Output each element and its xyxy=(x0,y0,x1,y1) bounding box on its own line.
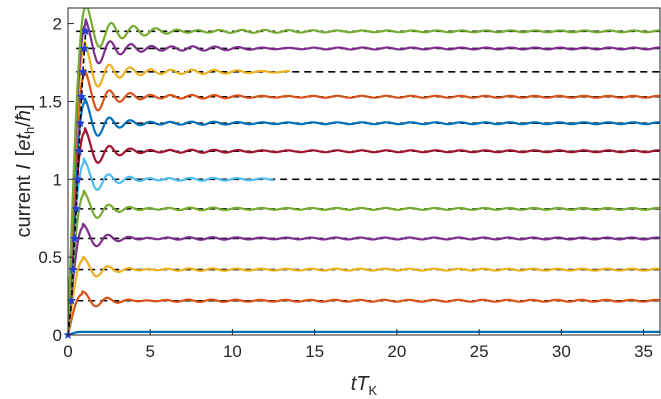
y-tick-label: 2 xyxy=(53,15,62,34)
current-series-line xyxy=(68,290,660,335)
star-marker xyxy=(67,295,77,305)
x-tick-label: 20 xyxy=(387,342,406,361)
star-marker xyxy=(71,204,81,213)
current-series-line xyxy=(68,189,660,335)
star-marker xyxy=(79,43,89,53)
x-tick-label: 15 xyxy=(305,342,324,361)
star-marker xyxy=(78,67,88,76)
current-series-line xyxy=(68,40,291,335)
y-tick-label: 1 xyxy=(53,170,62,189)
y-tick-label: 0.5 xyxy=(38,248,62,267)
star-marker xyxy=(74,146,84,156)
x-tick-label: 25 xyxy=(470,342,489,361)
star-marker xyxy=(81,26,91,36)
y-axis-label: current I[eth/ħ] xyxy=(13,104,37,237)
x-axis-ticks: 0 5 10 15 20 25 30 35 xyxy=(63,329,653,361)
current-series-line xyxy=(68,68,660,335)
marker-group xyxy=(63,26,91,339)
plot-frame xyxy=(67,7,661,336)
x-tick-label: 5 xyxy=(145,342,154,361)
star-marker xyxy=(72,174,83,184)
y-tick-label: 0 xyxy=(53,326,62,345)
y-axis-ticks: 0 0.5 1 1.5 2 xyxy=(38,15,74,345)
current-series-line xyxy=(68,97,660,335)
current-series-line xyxy=(68,157,275,335)
steady-state-reference-lines xyxy=(76,30,660,333)
current-series-line xyxy=(68,18,660,335)
star-marker xyxy=(77,91,87,101)
x-tick-label: 30 xyxy=(552,342,571,361)
x-tick-label: 35 xyxy=(634,342,653,361)
current-series-line xyxy=(68,222,660,335)
x-tick-label: 10 xyxy=(223,342,242,361)
star-marker xyxy=(68,264,78,274)
x-axis-label: tTK xyxy=(351,373,378,398)
current-series-line xyxy=(68,127,660,335)
current-series-line xyxy=(68,8,660,335)
star-marker xyxy=(75,118,85,128)
x-tick-label: 0 xyxy=(63,342,72,361)
current-series-group xyxy=(68,8,660,335)
y-tick-label: 1.5 xyxy=(38,92,62,111)
star-marker xyxy=(70,233,80,243)
current-series-line xyxy=(68,255,660,335)
